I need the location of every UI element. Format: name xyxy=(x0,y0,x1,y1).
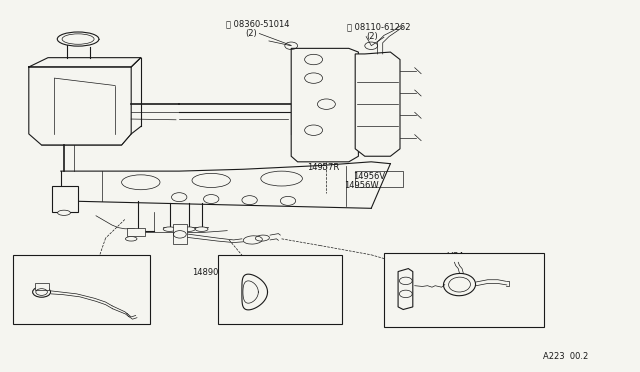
Text: 14014: 14014 xyxy=(261,298,287,307)
Polygon shape xyxy=(355,52,400,156)
Text: CAN: CAN xyxy=(268,257,287,266)
Text: 14890M: 14890M xyxy=(192,268,226,277)
Text: Ⓓ 08110-61262: Ⓓ 08110-61262 xyxy=(347,22,410,31)
Bar xyxy=(13,255,150,324)
Bar xyxy=(52,186,78,212)
Bar xyxy=(35,283,49,290)
Ellipse shape xyxy=(33,287,51,297)
Text: 22120: 22120 xyxy=(61,278,87,287)
Text: 14956W: 14956W xyxy=(344,181,379,190)
Text: (2): (2) xyxy=(366,32,378,41)
Ellipse shape xyxy=(58,32,99,46)
Text: 14957R: 14957R xyxy=(307,163,339,172)
Bar xyxy=(127,228,145,236)
Bar xyxy=(384,253,544,327)
Polygon shape xyxy=(242,274,268,310)
Text: 14013: 14013 xyxy=(394,301,420,310)
Text: 14956V: 14956V xyxy=(353,172,385,181)
Ellipse shape xyxy=(182,227,195,231)
Text: (2): (2) xyxy=(245,29,257,38)
Polygon shape xyxy=(398,269,413,310)
Bar xyxy=(218,255,342,324)
Ellipse shape xyxy=(243,236,262,244)
Text: 14890R: 14890R xyxy=(443,301,475,310)
Bar xyxy=(173,224,187,244)
Ellipse shape xyxy=(58,210,70,215)
Bar xyxy=(355,171,403,187)
Text: Ⓢ 08360-51014: Ⓢ 08360-51014 xyxy=(226,20,289,29)
Text: CAL: CAL xyxy=(19,257,36,266)
Text: USA: USA xyxy=(447,252,465,261)
Ellipse shape xyxy=(195,227,208,231)
Ellipse shape xyxy=(163,227,176,231)
Ellipse shape xyxy=(444,273,476,296)
Text: A223  00.2: A223 00.2 xyxy=(543,352,588,361)
Polygon shape xyxy=(291,48,358,162)
